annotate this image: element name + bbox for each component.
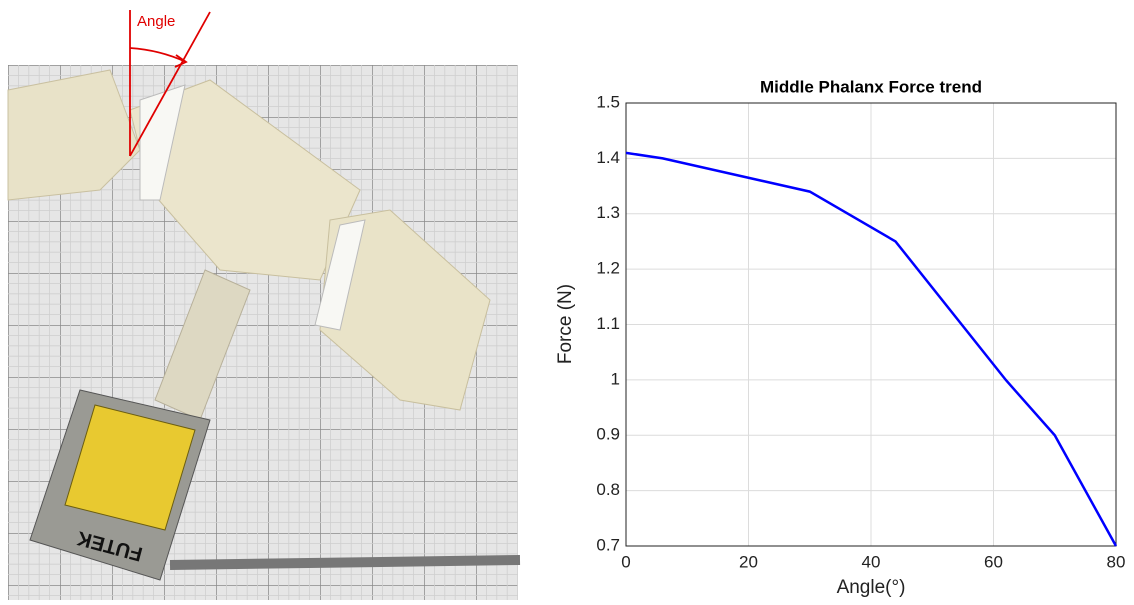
angle-annotation	[129, 10, 211, 157]
x-tick-label: 60	[984, 552, 1003, 571]
y-tick-label: 1.2	[596, 259, 620, 278]
y-tick-label: 1.4	[596, 148, 620, 167]
screw-rod	[169, 555, 521, 570]
angle-label: Angle	[137, 13, 175, 30]
y-tick-label: 1.3	[596, 203, 620, 222]
y-tick-label: 0.9	[596, 425, 620, 444]
phalanx-distal	[319, 209, 491, 411]
y-tick-label: 0.8	[596, 480, 620, 499]
sensor-sticker	[64, 404, 196, 531]
y-tick-label: 1.1	[596, 314, 620, 333]
chart: Middle Phalanx Force trend Angle(°) Forc…	[555, 77, 1125, 598]
arc-arrow	[174, 54, 188, 68]
x-tick-label: 80	[1107, 552, 1126, 571]
x-tick-label: 20	[739, 552, 758, 571]
phalanx-proximal	[7, 69, 141, 201]
marker-strip	[314, 219, 366, 331]
plot-frame	[625, 102, 1117, 547]
chart-title: Middle Phalanx Force trend	[760, 77, 982, 96]
x-tick-label: 40	[862, 552, 881, 571]
marker-strip	[139, 84, 186, 201]
y-tick-label: 1.5	[596, 92, 620, 111]
x-tick-label: 0	[621, 552, 630, 571]
y-tick-label: 1	[611, 369, 620, 388]
y-axis-label: Force (N)	[555, 284, 576, 364]
data-line	[625, 151, 1118, 547]
angle-line	[129, 11, 211, 157]
angle-arc	[129, 47, 187, 63]
y-tick-label: 0.7	[596, 535, 620, 554]
x-axis-label: Angle(°)	[837, 577, 906, 598]
photo: FUTEK Angle	[7, 10, 521, 600]
